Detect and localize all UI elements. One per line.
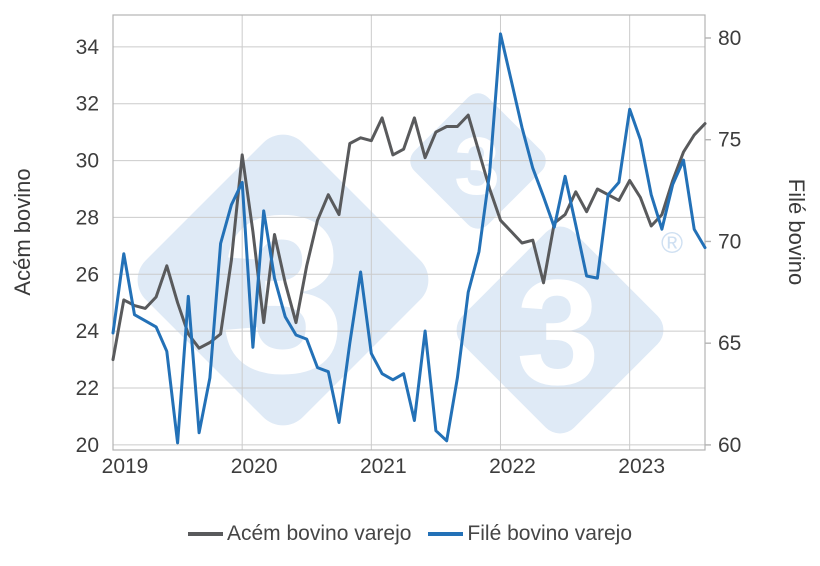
x-tick-label: 2020 bbox=[231, 455, 278, 478]
watermark-3-glyph: 3 bbox=[220, 168, 345, 420]
x-tick-label: 2023 bbox=[618, 455, 665, 478]
right-axis-title: Filé bovino bbox=[784, 179, 809, 285]
y-right-tick-label: 60 bbox=[718, 434, 741, 457]
y-left-tick-label: 30 bbox=[76, 150, 99, 173]
y-right-tick-label: 70 bbox=[718, 230, 741, 253]
legend-item-file: Filé bovino varejo bbox=[428, 522, 632, 546]
series-line-file bbox=[111, 32, 707, 445]
chart-legend: Acém bovino varejo Filé bovino varejo bbox=[0, 519, 820, 549]
plot-border bbox=[112, 14, 706, 451]
watermark-diamond bbox=[456, 226, 664, 434]
legend-label-acem: Acém bovino varejo bbox=[226, 522, 412, 545]
x-tick-label: 2022 bbox=[489, 455, 536, 478]
registered-trademark-icon: ® bbox=[661, 227, 683, 260]
y-right-tick-label: 80 bbox=[718, 27, 741, 50]
y-right-tick-label: 75 bbox=[718, 129, 741, 152]
legend-item-acem: Acém bovino varejo bbox=[187, 522, 412, 546]
watermark-diamond bbox=[137, 134, 429, 426]
series-lines bbox=[111, 32, 707, 445]
axis-titles: Acém bovino Filé bovino bbox=[10, 168, 809, 295]
y-right-tick-label: 65 bbox=[718, 332, 741, 355]
legend-label-file: Filé bovino varejo bbox=[467, 522, 633, 545]
y-left-tick-label: 32 bbox=[76, 93, 99, 116]
y-left-tick-label: 28 bbox=[76, 206, 99, 229]
y-left-tick-label: 24 bbox=[76, 320, 100, 343]
x-tick-label: 2019 bbox=[102, 455, 149, 478]
x-tick-label: 2021 bbox=[360, 455, 407, 478]
y-left-tick-label: 26 bbox=[76, 263, 99, 286]
legend-swatch-acem bbox=[187, 532, 223, 536]
y-left-tick-label: 22 bbox=[76, 377, 99, 400]
y-left-tick-label: 20 bbox=[76, 434, 99, 457]
y-left-tick-label: 34 bbox=[76, 36, 100, 59]
legend-swatch-file bbox=[428, 532, 464, 536]
left-axis-title: Acém bovino bbox=[10, 168, 35, 295]
